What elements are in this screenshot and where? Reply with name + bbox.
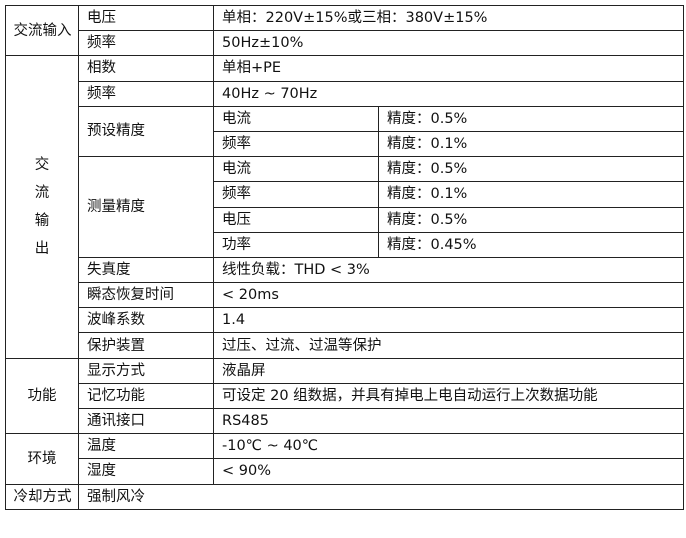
table-row: 频率 40Hz ~ 70Hz bbox=[6, 80, 685, 107]
table-row: 功率 精度：0.45% bbox=[6, 231, 685, 258]
row-label: 频率 bbox=[78, 80, 214, 107]
category-environment: 环境 bbox=[5, 433, 79, 485]
table-row: 湿度 < 90% bbox=[6, 458, 685, 485]
table-row: 功能 显示方式 液晶屏 bbox=[5, 357, 685, 435]
sub-label: 电流 bbox=[213, 156, 379, 183]
category-ac-output: 交 流 输 出 bbox=[5, 55, 79, 359]
sub-value: 精度：0.5% bbox=[377, 206, 685, 233]
row-label: 失真度 bbox=[78, 256, 214, 284]
category-cooling: 冷却方式 bbox=[5, 483, 79, 510]
table-row: 交流输入 电压 单相：220V±15%或三相：380V±15% bbox=[5, 4, 685, 57]
row-label: 相数 bbox=[78, 55, 214, 82]
spec-table: 交流输入 电压 单相：220V±15%或三相：380V±15% 频率 50Hz±… bbox=[5, 4, 685, 510]
table-row: 记忆功能 可设定 20 组数据，并具有掉电上电自动运行上次数据功能 bbox=[6, 382, 685, 410]
category-char: 出 bbox=[34, 241, 50, 257]
row-label: 测量精度 bbox=[78, 156, 214, 258]
row-label: 电压 bbox=[78, 4, 214, 32]
table-row: 瞬态恢复时间 < 20ms bbox=[6, 282, 685, 309]
table-row: 频率 50Hz±10% bbox=[6, 30, 685, 57]
row-value: < 90% bbox=[212, 458, 685, 485]
row-label: 预设精度 bbox=[78, 105, 214, 158]
row-label: 湿度 bbox=[78, 458, 214, 485]
table-row: 失真度 线性负载：THD < 3% bbox=[6, 256, 685, 284]
table-row: 波峰系数 1.4 bbox=[6, 307, 685, 334]
sub-value: 精度：0.5% bbox=[377, 105, 685, 132]
sub-label: 电压 bbox=[213, 206, 379, 233]
sub-label: 频率 bbox=[213, 181, 379, 208]
row-label: 波峰系数 bbox=[78, 307, 214, 334]
category-ac-input: 交流输入 bbox=[5, 4, 79, 57]
table-row: 交 流 输 出 相数 单相+PE bbox=[5, 55, 685, 359]
sub-label: 电流 bbox=[213, 105, 379, 132]
sub-value: 精度：0.5% bbox=[377, 156, 685, 183]
sub-value: 精度：0.1% bbox=[377, 130, 685, 158]
table-row: 环境 温度 -10℃ ~ 40℃ bbox=[5, 433, 685, 485]
row-label: 保护装置 bbox=[78, 332, 214, 359]
row-value: 线性负载：THD < 3% bbox=[212, 256, 685, 284]
row-label: 频率 bbox=[78, 30, 214, 57]
category-char: 流 bbox=[34, 185, 50, 201]
sub-label: 频率 bbox=[213, 130, 379, 158]
sub-label: 功率 bbox=[213, 231, 379, 258]
sub-value: 精度：0.1% bbox=[377, 181, 685, 208]
row-value: < 20ms bbox=[212, 282, 685, 309]
row-value: 单相+PE bbox=[212, 55, 685, 82]
table-row: 电压 精度：0.5% bbox=[6, 206, 685, 233]
row-label: 记忆功能 bbox=[78, 382, 214, 410]
table-row: 频率 精度：0.1% bbox=[6, 181, 685, 208]
row-label: 瞬态恢复时间 bbox=[78, 282, 214, 309]
table-row: 预设精度 电流 精度：0.5% bbox=[6, 105, 685, 158]
table-row: 测量精度 电流 精度：0.5% bbox=[6, 156, 685, 258]
row-value: 可设定 20 组数据，并具有掉电上电自动运行上次数据功能 bbox=[212, 382, 685, 410]
category-function: 功能 bbox=[5, 357, 79, 435]
row-value: 50Hz±10% bbox=[212, 30, 685, 57]
row-value: 1.4 bbox=[212, 307, 685, 334]
table-row: 冷却方式 强制风冷 bbox=[5, 483, 685, 510]
row-value: 强制风冷 bbox=[77, 483, 685, 510]
table-row: 保护装置 过压、过流、过温等保护 bbox=[6, 332, 685, 359]
row-value: 过压、过流、过温等保护 bbox=[212, 332, 685, 359]
row-value: 单相：220V±15%或三相：380V±15% bbox=[212, 4, 685, 32]
row-value: 液晶屏 bbox=[212, 357, 685, 384]
row-label: 通讯接口 bbox=[78, 407, 214, 435]
table-row: 频率 精度：0.1% bbox=[6, 130, 685, 158]
table-row: 通讯接口 RS485 bbox=[6, 407, 685, 435]
row-label: 温度 bbox=[78, 433, 214, 460]
sub-value: 精度：0.45% bbox=[377, 231, 685, 258]
category-char: 交 bbox=[34, 157, 50, 173]
row-value: 40Hz ~ 70Hz bbox=[212, 80, 685, 107]
row-value: RS485 bbox=[212, 407, 685, 435]
row-label: 显示方式 bbox=[78, 357, 214, 384]
row-value: -10℃ ~ 40℃ bbox=[212, 433, 685, 460]
category-char: 输 bbox=[34, 213, 50, 229]
